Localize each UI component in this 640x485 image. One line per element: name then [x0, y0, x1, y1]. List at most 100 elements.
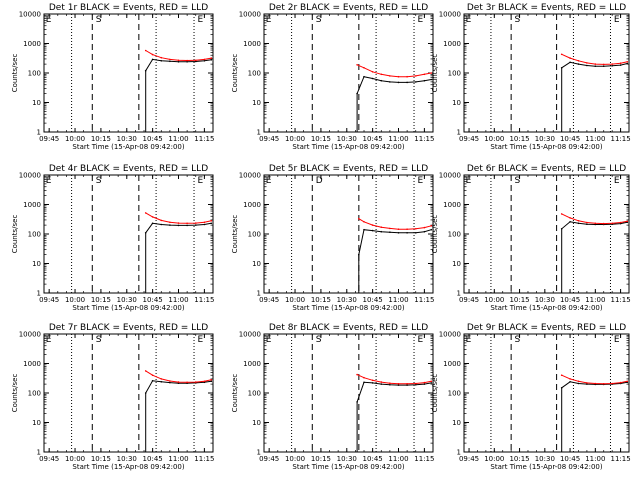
panel-det-9r: Det 9r BLACK = Events, RED = LLD 1 10 100 10… [431, 323, 631, 471]
data-point-lld [415, 382, 417, 385]
data-point-lld [626, 220, 629, 223]
data-point-events [356, 401, 358, 403]
data-point-events [430, 228, 433, 231]
data-point-lld [210, 220, 213, 222]
data-point-events [195, 60, 197, 63]
y-tick-label: 1 [457, 290, 461, 298]
plot-frame [263, 333, 434, 453]
data-point-events [151, 58, 154, 61]
x-tick-label: 10:00 [65, 455, 85, 463]
data-point-lld [210, 57, 213, 59]
y-tick-label: 10000 [439, 172, 461, 180]
x-tick-label: 11:15 [194, 455, 214, 463]
segment-marker-label: E [417, 176, 423, 186]
x-axis-label: Start Time (15-Apr-08 09:42:00) [292, 304, 404, 312]
x-tick-label: 10:30 [337, 455, 357, 463]
panel-det-2r: Det 2r BLACK = Events, RED = LLD 1 10 100 10… [231, 3, 434, 151]
x-tick-label: 11:00 [388, 455, 408, 463]
series-line-lld [358, 218, 432, 230]
x-tick-label: 10:00 [285, 455, 305, 463]
x-tick-label: 10:45 [143, 455, 163, 463]
y-tick-label: 1 [37, 129, 41, 137]
series-line-events [145, 222, 212, 293]
data-point-lld [626, 61, 629, 63]
data-point-lld [195, 222, 197, 224]
x-tick-label: 10:45 [560, 296, 580, 304]
data-point-events [160, 381, 163, 383]
panel-det-5r: Det 5r BLACK = Events, RED = LLD 1 10 100 10… [231, 164, 434, 312]
x-tick-label: 09:45 [39, 455, 59, 463]
y-tick-label: 10000 [239, 331, 261, 339]
y-tick-label: 1 [257, 449, 261, 457]
segment-marker-label: E [46, 176, 52, 186]
x-tick-label: 10:00 [285, 296, 305, 304]
y-tick-label: 1000 [243, 201, 261, 209]
data-point-lld [380, 226, 383, 228]
plot-frame [463, 333, 630, 453]
plot-frame [43, 174, 214, 294]
x-tick-label: 11:00 [388, 296, 408, 304]
segment-marker-label: E [46, 335, 52, 345]
series-line-lld [356, 374, 432, 385]
y-tick-label: 1000 [23, 360, 41, 368]
data-point-events [151, 222, 154, 225]
data-point-events [415, 232, 417, 234]
plot-frame [43, 13, 214, 133]
panel-title: Det 6r BLACK = Events, RED = LLD [467, 164, 626, 174]
x-tick-label: 11:15 [414, 135, 434, 143]
segment-marker-label: S [316, 335, 322, 345]
x-tick-label: 10:00 [65, 135, 85, 143]
x-tick-label: 10:45 [560, 455, 580, 463]
data-point-events [177, 224, 180, 227]
x-tick-label: 11:00 [168, 296, 188, 304]
data-point-events [560, 387, 563, 389]
x-axis-label: Start Time (15-Apr-08 09:42:00) [490, 143, 602, 151]
panel-title: Det 2r BLACK = Events, RED = LLD [269, 3, 428, 13]
y-tick-label: 1 [457, 449, 461, 457]
data-point-events [151, 380, 154, 382]
data-point-events [560, 228, 563, 230]
data-point-lld [186, 59, 188, 62]
x-tick-label: 11:15 [414, 296, 434, 304]
series-line-events [561, 61, 628, 132]
panel-det-6r: Det 6r BLACK = Events, RED = LLD 1 10 100 10… [431, 164, 631, 312]
segment-marker-label: E [417, 335, 423, 345]
y-axis-label: Counts/sec [431, 374, 439, 413]
x-tick-label: 10:45 [363, 135, 383, 143]
data-point-lld [203, 380, 206, 383]
data-point-events [371, 77, 374, 80]
data-point-events [602, 65, 605, 67]
data-point-events [169, 381, 171, 384]
data-point-lld [619, 221, 622, 224]
data-point-lld [619, 381, 622, 384]
segment-marker-label: S [316, 15, 322, 25]
data-point-events [389, 384, 391, 386]
data-point-events [356, 92, 358, 95]
data-point-events [423, 383, 426, 385]
x-tick-label: 10:15 [311, 296, 331, 304]
data-point-events [577, 222, 580, 225]
data-point-lld [611, 222, 613, 225]
data-point-events [380, 79, 383, 82]
y-tick-label: 10000 [19, 172, 41, 180]
data-point-lld [144, 212, 147, 214]
segment-marker-label: S [96, 335, 102, 345]
data-point-lld [586, 221, 588, 224]
data-point-lld [160, 56, 163, 59]
data-point-events [406, 81, 408, 84]
data-point-events [203, 223, 206, 226]
y-tick-label: 10 [452, 260, 461, 268]
segment-marker-label: E [197, 15, 203, 25]
x-axis-label: Start Time (15-Apr-08 09:42:00) [292, 143, 404, 151]
x-axis-label: Start Time (15-Apr-08 09:42:00) [72, 304, 184, 312]
panel-det-7r: Det 7r BLACK = Events, RED = LLD 1 10 100 10… [11, 323, 214, 471]
plot-frame [263, 13, 434, 133]
x-tick-label: 10:00 [484, 135, 504, 143]
series-line-lld [356, 64, 432, 78]
segment-marker-label: E [614, 176, 620, 186]
x-tick-label: 10:30 [337, 135, 357, 143]
x-tick-label: 09:45 [259, 135, 279, 143]
y-tick-label: 100 [448, 390, 461, 398]
y-tick-label: 10000 [239, 11, 261, 19]
y-tick-label: 10000 [439, 331, 461, 339]
